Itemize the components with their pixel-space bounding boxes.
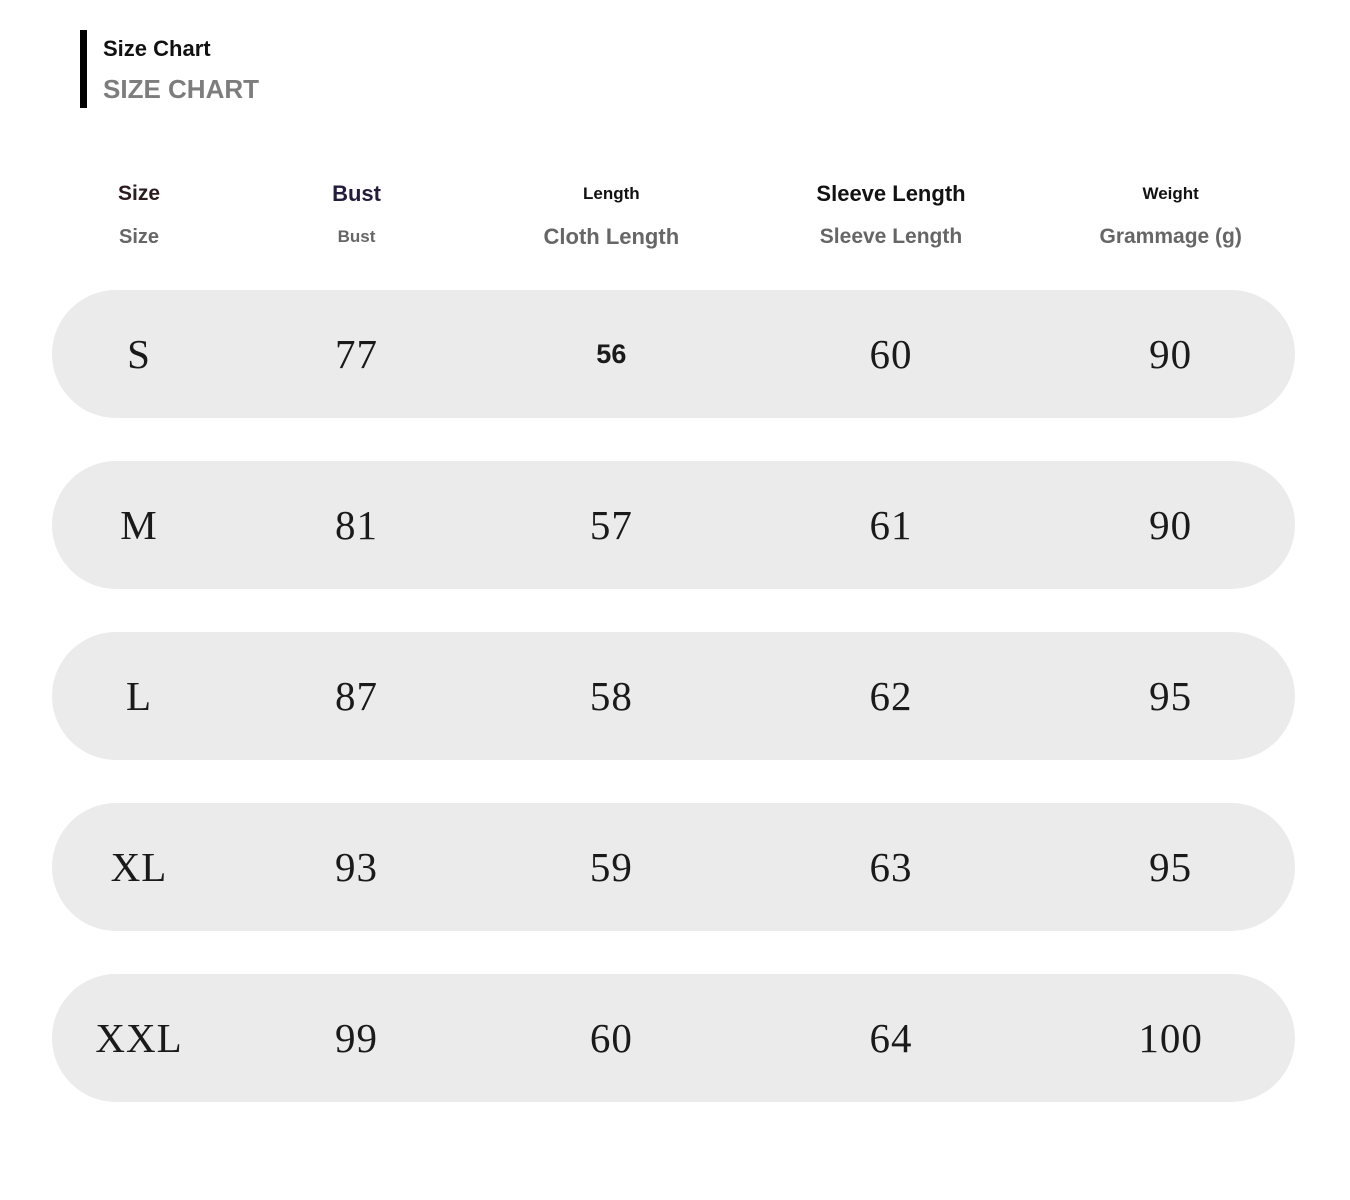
cell-bust: 93 xyxy=(335,844,379,890)
cell-size: XL xyxy=(110,844,168,890)
cell-size: S xyxy=(127,331,151,377)
table-row-xxl: XXL 99 60 64 100 xyxy=(52,974,1295,1102)
cell-size: XXL xyxy=(95,1015,183,1061)
cell-length: 56 xyxy=(596,338,627,369)
column-header-size-label: Size xyxy=(117,182,161,205)
cell-bust: 87 xyxy=(335,673,379,719)
column-header-length: Length Cloth Length xyxy=(487,180,736,290)
column-header-bust-sublabel: Bust xyxy=(337,227,376,246)
table-row-s: S 77 56 60 90 xyxy=(52,290,1295,418)
cell-weight: 95 xyxy=(1149,844,1193,890)
cell-weight: 100 xyxy=(1138,1015,1203,1061)
column-header-weight-sublabel: Grammage (g) xyxy=(1099,225,1242,248)
cell-bust: 99 xyxy=(335,1015,379,1061)
column-header-bust-label: Bust xyxy=(332,181,381,206)
cell-bust: 81 xyxy=(335,502,379,548)
column-header-length-sublabel: Cloth Length xyxy=(543,224,680,249)
cell-size: L xyxy=(125,673,153,719)
size-chart-title-block: Size Chart SIZE CHART xyxy=(80,30,259,108)
cell-sleeve-length: 60 xyxy=(869,331,913,377)
cell-weight: 90 xyxy=(1149,331,1193,377)
cell-sleeve-length: 64 xyxy=(869,1015,913,1061)
cell-length: 60 xyxy=(589,1015,633,1061)
cell-length: 59 xyxy=(589,844,633,890)
section-title: Size Chart xyxy=(103,36,211,61)
cell-length: 58 xyxy=(589,673,633,719)
title-accent-bar xyxy=(80,30,87,108)
cell-weight: 90 xyxy=(1149,502,1193,548)
cell-weight: 95 xyxy=(1149,673,1193,719)
table-header-row: Size Size Bust Bust Length Cloth Length … xyxy=(52,170,1295,290)
column-header-size: Size Size xyxy=(52,180,226,290)
cell-sleeve-length: 63 xyxy=(869,844,913,890)
table-row-m: M 81 57 61 90 xyxy=(52,461,1295,589)
table-row-l: L 87 58 62 95 xyxy=(52,632,1295,760)
column-header-length-label: Length xyxy=(583,184,640,203)
column-header-weight-label: Weight xyxy=(1142,184,1199,203)
cell-bust: 77 xyxy=(335,331,379,377)
column-header-sleeve-length-sublabel: Sleeve Length xyxy=(819,225,963,248)
section-title-translated: SIZE CHART xyxy=(103,74,259,104)
cell-sleeve-length: 61 xyxy=(869,502,913,548)
cell-size: M xyxy=(120,502,158,548)
table-row-xl: XL 93 59 63 95 xyxy=(52,803,1295,931)
column-header-sleeve-length-label: Sleeve Length xyxy=(816,181,966,206)
column-header-size-sublabel: Size xyxy=(118,225,160,248)
size-chart-table: Size Size Bust Bust Length Cloth Length … xyxy=(52,170,1295,1145)
column-header-bust: Bust Bust xyxy=(226,180,487,290)
cell-sleeve-length: 62 xyxy=(869,673,913,719)
column-header-weight: Weight Grammage (g) xyxy=(1046,180,1295,290)
column-header-sleeve-length: Sleeve Length Sleeve Length xyxy=(736,180,1047,290)
cell-length: 57 xyxy=(589,502,633,548)
